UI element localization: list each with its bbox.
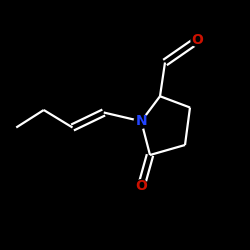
Text: O: O bbox=[192, 33, 203, 47]
Circle shape bbox=[134, 114, 148, 128]
Text: O: O bbox=[135, 179, 147, 193]
Circle shape bbox=[191, 34, 204, 46]
Text: N: N bbox=[136, 114, 147, 128]
Circle shape bbox=[135, 180, 148, 193]
